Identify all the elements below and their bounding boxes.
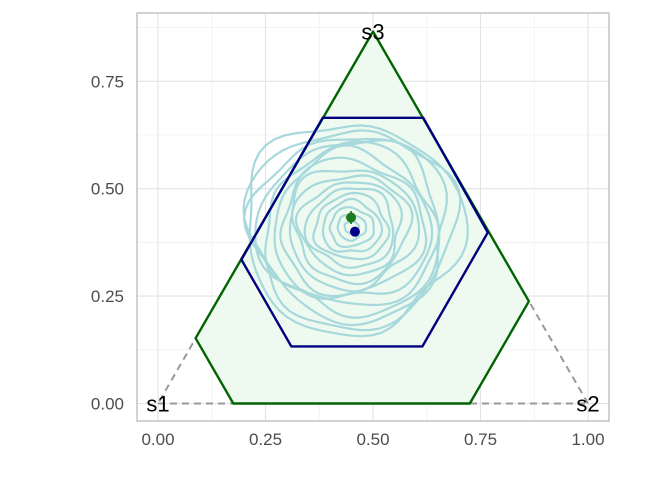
- density-contour: [312, 191, 391, 261]
- x-tick-label: 0.75: [464, 430, 497, 449]
- x-tick-label: 0.25: [249, 430, 282, 449]
- x-tick-label: 0.50: [356, 430, 389, 449]
- density-contour: [303, 187, 395, 269]
- y-tick-label: 0.25: [91, 287, 124, 306]
- x-tick-label: 0.00: [141, 430, 174, 449]
- x-axis: 0.00 0.25 0.50 0.75 1.00: [141, 430, 604, 449]
- data-point: [349, 226, 360, 237]
- density-contour: [264, 140, 441, 307]
- vertex-label-s2: s2: [576, 392, 599, 417]
- inner-region: [240, 116, 489, 348]
- density-contour: [321, 197, 384, 253]
- density-contour: [273, 144, 434, 300]
- panel-border: [136, 12, 610, 422]
- y-axis: 0.00 0.25 0.50 0.75: [91, 72, 124, 413]
- vertex-labels: s1 s2 s3: [146, 20, 599, 417]
- density-contour: [328, 206, 375, 248]
- x-tick-label: 1.00: [571, 430, 604, 449]
- data-point: [346, 212, 357, 223]
- data-points: [345, 211, 360, 237]
- vertex-label-s1: s1: [146, 392, 169, 417]
- y-tick-label: 0.75: [91, 72, 124, 91]
- density-contour: [288, 169, 421, 293]
- vertex-label-s3: s3: [361, 20, 384, 45]
- inner-region-polygon: [240, 116, 489, 348]
- density-contour: [294, 181, 403, 277]
- density-contour: [279, 156, 428, 298]
- y-tick-label: 0.00: [91, 395, 124, 414]
- density-contour: [336, 214, 368, 242]
- density-contour: [291, 174, 414, 286]
- density-contour: [248, 124, 469, 338]
- y-tick-label: 0.50: [91, 180, 124, 199]
